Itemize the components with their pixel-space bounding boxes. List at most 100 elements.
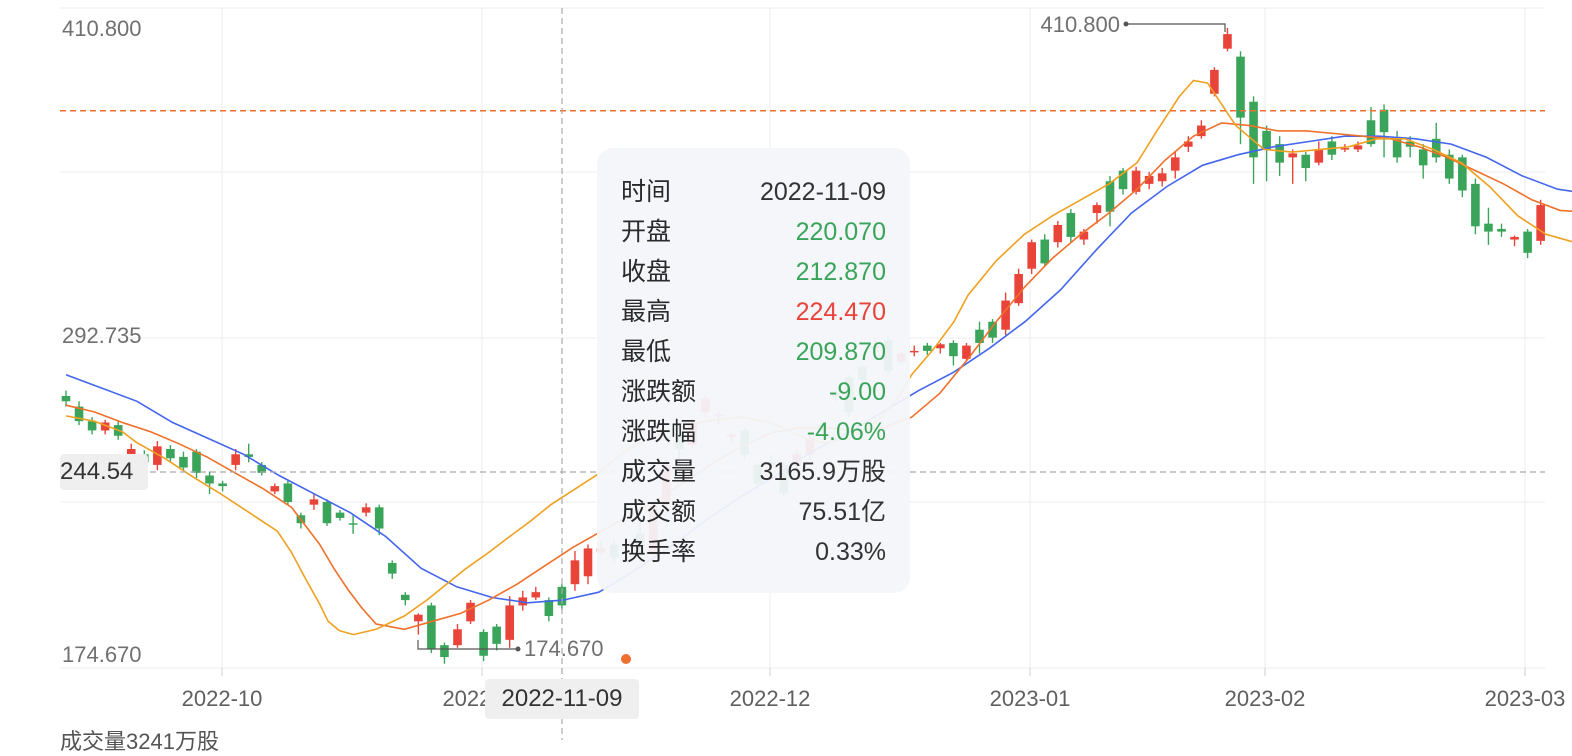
- candle: [479, 629, 488, 662]
- tooltip-key: 最低: [621, 338, 672, 366]
- candle: [1523, 228, 1532, 259]
- candle: [1014, 268, 1023, 306]
- candle: [1223, 28, 1232, 52]
- candle: [518, 590, 528, 611]
- x-tick-label-oct: 2022-10: [182, 686, 263, 711]
- y-axis: 410.800 292.735 174.670: [62, 16, 142, 667]
- candle: [909, 345, 919, 357]
- candle: [1092, 202, 1102, 224]
- candle: [1353, 141, 1363, 153]
- candle: [1314, 141, 1324, 166]
- candle: [1001, 292, 1010, 335]
- candle: [1170, 152, 1180, 179]
- candle: [166, 445, 175, 463]
- min-annotation-leader: [417, 640, 518, 650]
- tooltip-key: 涨跌额: [621, 378, 697, 406]
- candle: [192, 448, 201, 479]
- tooltip-row: 最高 224.470: [621, 292, 886, 332]
- tooltip-value: 224.470: [795, 298, 886, 326]
- tooltip-key: 时间: [621, 178, 672, 206]
- tooltip-row: 成交量 3165.9万股: [621, 452, 886, 492]
- annotations: 410.800 174.670: [417, 12, 1226, 664]
- candle: [531, 586, 541, 601]
- volume-label: 成交量3241万股: [60, 729, 219, 754]
- candle: [1053, 220, 1063, 248]
- candle: [348, 515, 358, 534]
- candle: [1471, 178, 1480, 235]
- x-tick-label-jan: 2023-01: [990, 686, 1071, 711]
- tooltip-row: 涨跌额 -9.00: [621, 372, 886, 412]
- crosshair-price-label: 244.54: [60, 454, 148, 490]
- candle: [361, 503, 371, 517]
- candle: [1497, 223, 1506, 237]
- tooltip-row: 成交额 75.51亿: [621, 492, 886, 532]
- candle: [1484, 207, 1493, 245]
- tooltip-value: 2022-11-09: [759, 178, 886, 206]
- y-tick-label-top: 410.800: [62, 16, 142, 41]
- candle: [1105, 175, 1115, 227]
- candle: [1340, 144, 1350, 153]
- x-tick-label-dec: 2022-12: [730, 686, 811, 711]
- candle: [414, 613, 423, 635]
- candle: [557, 584, 567, 610]
- candle: [1197, 120, 1206, 139]
- tooltip-key: 开盘: [621, 218, 672, 246]
- candle: [61, 390, 71, 407]
- tooltip-value: 212.870: [795, 258, 886, 286]
- tooltip-key: 成交量: [621, 458, 697, 486]
- candle: [74, 401, 84, 426]
- candle: [205, 471, 214, 495]
- candle: [1066, 209, 1076, 243]
- candle: [401, 592, 410, 606]
- candle: [1445, 149, 1454, 184]
- candle: [440, 642, 449, 664]
- tooltip-value: 220.070: [795, 218, 886, 246]
- candle: [1431, 122, 1441, 163]
- max-annotation-label: 410.800: [1040, 12, 1120, 37]
- candle: [949, 340, 958, 366]
- tooltip-value: 209.870: [795, 338, 886, 366]
- candle: [1379, 104, 1389, 158]
- min-annotation-label: 174.670: [524, 636, 604, 661]
- current-point-dot: [621, 654, 631, 664]
- y-tick-label-mid: 292.735: [62, 323, 142, 348]
- candle: [1157, 167, 1167, 187]
- y-tick-label-bottom: 174.670: [62, 642, 142, 667]
- candle: [1027, 239, 1036, 275]
- candle: [453, 623, 462, 648]
- tooltip-key: 涨跌幅: [621, 418, 697, 446]
- tooltip-value: -9.00: [829, 378, 886, 406]
- crosshair-date-label: 2022-11-09: [485, 679, 639, 719]
- candle: [1262, 125, 1271, 182]
- candle: [1510, 235, 1519, 247]
- candle: [466, 600, 475, 624]
- candle: [583, 544, 593, 585]
- max-annotation-leader: [1126, 23, 1226, 32]
- tooltip-value: 3165.9万股: [759, 458, 886, 486]
- candle: [374, 504, 384, 536]
- candle: [923, 342, 932, 355]
- candle: [335, 509, 345, 521]
- candle: [1392, 130, 1402, 163]
- candle: [1288, 149, 1297, 184]
- candle: [962, 342, 971, 362]
- candle: [570, 551, 580, 591]
- candle: [505, 596, 514, 648]
- grid-lines: [60, 7, 1545, 676]
- candle: [283, 480, 293, 505]
- tooltip-row: 开盘 220.070: [621, 212, 886, 252]
- candle: [988, 319, 997, 343]
- candle: [975, 321, 984, 354]
- tooltip-key: 最高: [621, 298, 672, 326]
- candle: [1536, 199, 1545, 245]
- candle: [1040, 234, 1050, 267]
- candle: [1275, 136, 1284, 176]
- candle: [1184, 136, 1193, 153]
- x-tick-label-mar: 2023-03: [1485, 686, 1566, 711]
- tooltip-key: 收盘: [621, 258, 672, 286]
- candle: [427, 602, 436, 654]
- candle: [492, 623, 501, 651]
- candle: [1418, 144, 1428, 179]
- max-annotation-dot: [1123, 21, 1129, 27]
- tooltip-key: 成交额: [621, 498, 697, 526]
